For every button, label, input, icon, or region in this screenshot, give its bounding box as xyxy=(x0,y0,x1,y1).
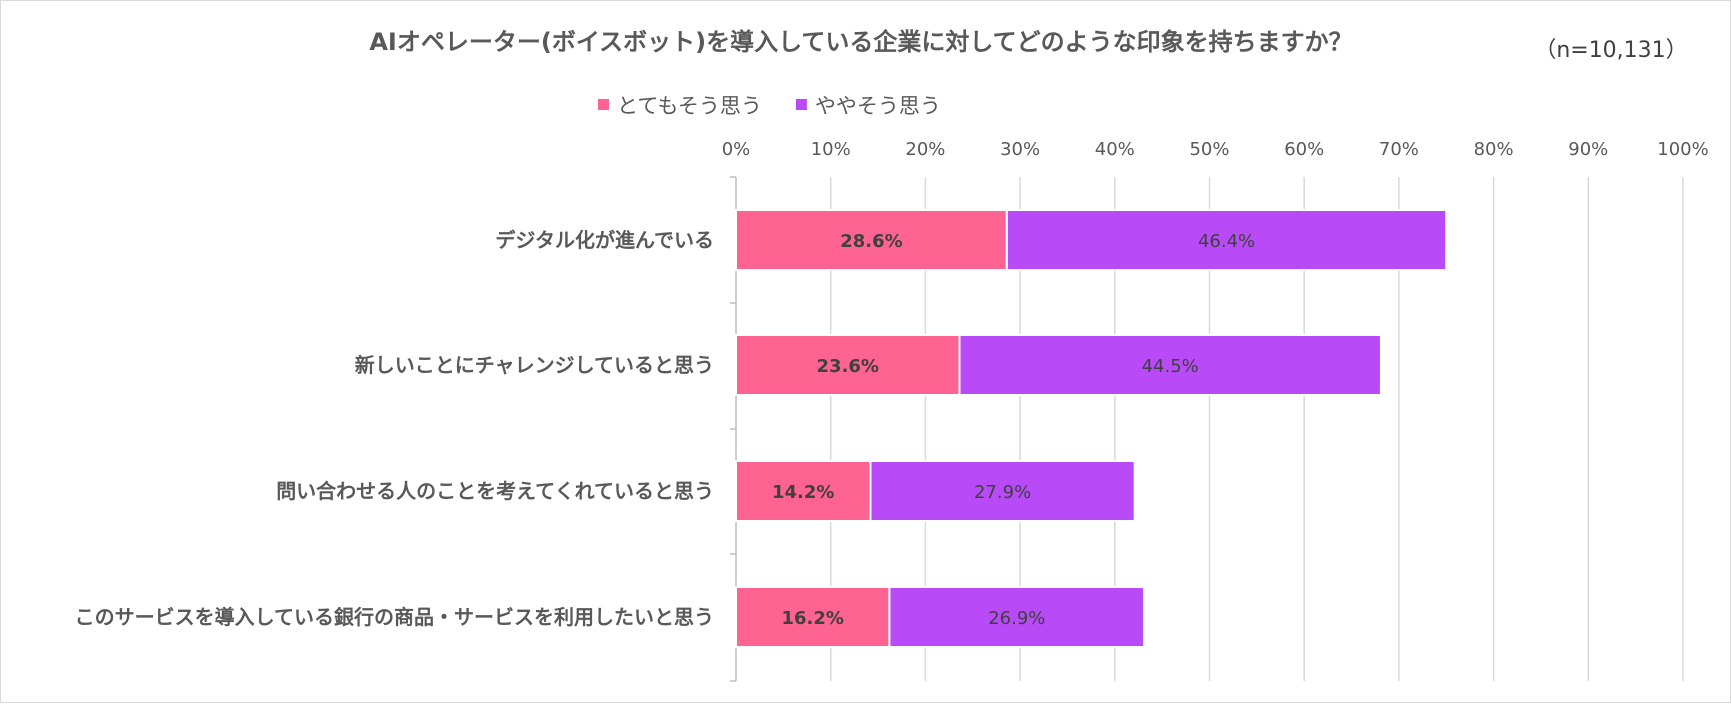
x-tick-label: 60% xyxy=(1284,139,1324,160)
bars xyxy=(735,209,1448,648)
data-label: 16.2% xyxy=(781,608,843,629)
bar-segment xyxy=(735,460,872,522)
legend-swatch xyxy=(598,99,609,110)
bar-segment xyxy=(735,586,891,648)
x-tick-label: 20% xyxy=(905,139,945,160)
data-label: 27.9% xyxy=(974,482,1031,503)
category-label: デジタル化が進んでいる xyxy=(495,228,714,252)
bar-segment xyxy=(958,334,1382,396)
category-label: このサービスを導入している銀行の商品・サービスを利用したいと思う xyxy=(75,605,714,629)
x-tick-label: 30% xyxy=(1000,139,1040,160)
category-label: 問い合わせる人のことを考えてくれていると思う xyxy=(276,479,714,503)
bar-segment xyxy=(735,334,961,396)
data-label: 26.9% xyxy=(988,608,1045,629)
x-tick-label: 0% xyxy=(722,139,751,160)
chart-title: AIオペレーター(ボイスボット)を導入している企業に対してどのような印象を持ちま… xyxy=(369,28,1352,56)
bar-segment xyxy=(888,586,1146,648)
x-tick-label: 70% xyxy=(1379,139,1419,160)
data-label: 23.6% xyxy=(817,356,879,377)
x-tick-label: 50% xyxy=(1189,139,1229,160)
legend: とてもそう思う ややそう思う xyxy=(598,94,941,118)
x-tick-label: 40% xyxy=(1095,139,1135,160)
data-label: 44.5% xyxy=(1142,356,1199,377)
data-labels: 28.6% 46.4% 23.6% 44.5% 14.2% 27.9% 16.2% 26.9% xyxy=(772,231,1255,629)
data-label: 28.6% xyxy=(840,231,902,252)
x-tick-label: 80% xyxy=(1474,139,1514,160)
x-tick-label: 10% xyxy=(811,139,851,160)
data-label: 14.2% xyxy=(772,482,834,503)
category-label: 新しいことにチャレンジしていると思う xyxy=(355,353,714,377)
legend-swatch xyxy=(795,99,807,110)
x-axis-ticks: 0% 10% 20% 30% 40% 50% 60% 70% 80% 90% 100% xyxy=(722,139,1709,160)
bar-segment xyxy=(1005,209,1448,271)
data-label: 46.4% xyxy=(1198,231,1255,252)
legend-label: ややそう思う xyxy=(815,94,941,118)
x-tick-label: 90% xyxy=(1568,139,1608,160)
x-tick-label: 100% xyxy=(1657,139,1708,160)
bar-segment xyxy=(869,460,1136,522)
bar-segment xyxy=(735,209,1008,271)
legend-label: とてもそう思う xyxy=(617,94,762,118)
sample-size-note: （n=10,131） xyxy=(1534,38,1687,63)
category-labels: デジタル化が進んでいる新しいことにチャレンジしていると思う問い合わせる人のことを… xyxy=(75,228,714,629)
